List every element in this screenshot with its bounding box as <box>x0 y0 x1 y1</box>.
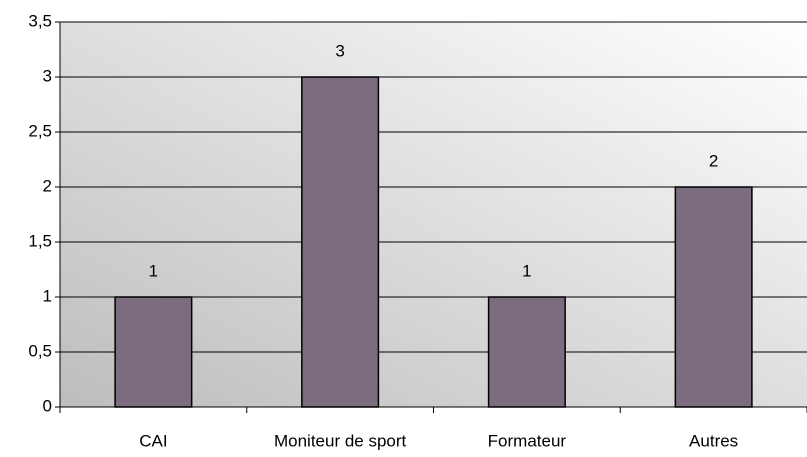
y-tick-label: 2 <box>43 176 52 195</box>
y-tick-label: 3 <box>43 66 52 85</box>
x-tick-label: CAI <box>139 431 167 450</box>
y-tick-label: 2,5 <box>28 121 52 140</box>
bar <box>114 296 193 408</box>
x-tick-label: Moniteur de sport <box>274 431 407 450</box>
x-tick-label: Formateur <box>488 431 567 450</box>
x-tick-label: Autres <box>689 431 738 450</box>
y-tick-label: 0,5 <box>28 341 52 360</box>
bar <box>674 186 753 408</box>
y-tick-label: 1,5 <box>28 231 52 250</box>
y-tick-label: 0 <box>43 396 52 415</box>
y-tick-label: 1 <box>43 286 52 305</box>
bar <box>301 76 380 408</box>
y-tick-label: 3,5 <box>28 11 52 30</box>
data-label: 1 <box>149 261 158 280</box>
data-label: 2 <box>709 151 718 170</box>
data-label: 1 <box>522 261 531 280</box>
bar <box>487 296 566 408</box>
data-label: 3 <box>335 41 344 60</box>
